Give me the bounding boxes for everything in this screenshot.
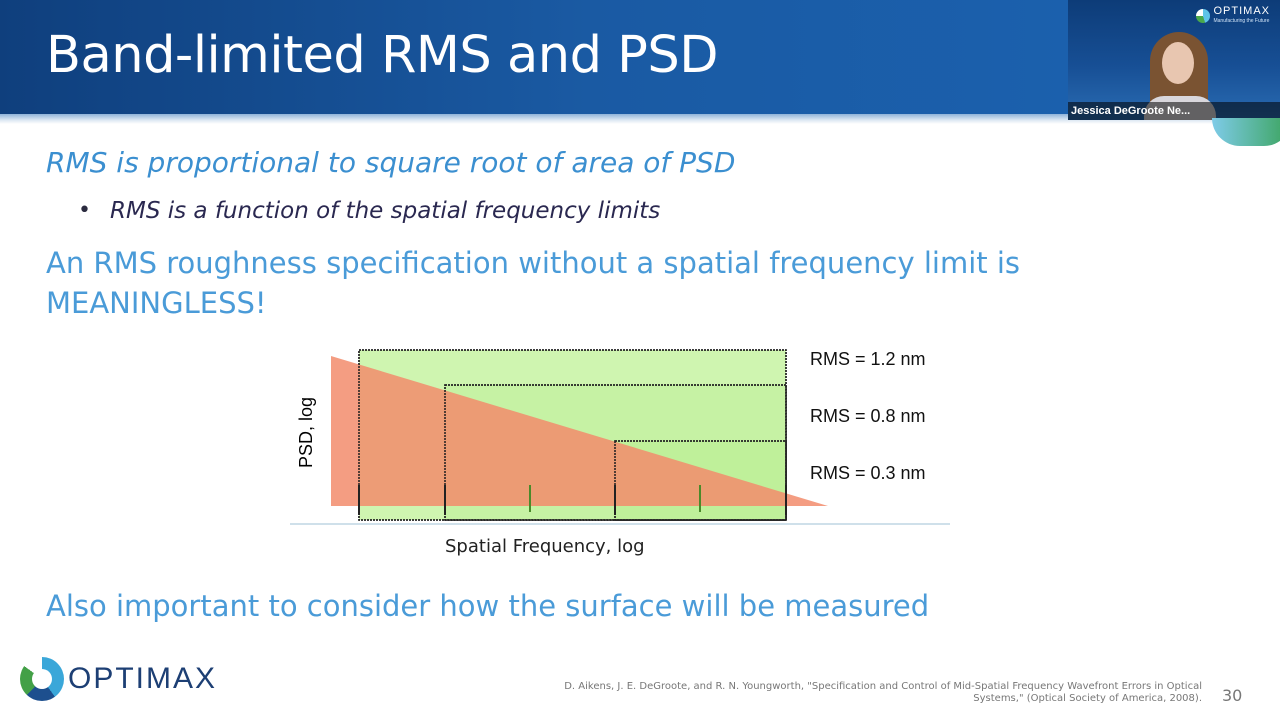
sub-bullet-marker: • bbox=[78, 198, 91, 223]
title-banner bbox=[0, 0, 1068, 114]
band-label-3: RMS = 0.3 nm bbox=[810, 463, 926, 483]
psd-band-chart bbox=[290, 340, 950, 526]
slide-title: Band-limited RMS and PSD bbox=[46, 26, 719, 85]
webcam-optimax-logo: OPTIMAX Manufacturing the Future bbox=[1196, 6, 1270, 26]
participant-name-label: Jessica DeGroote Ne... bbox=[1068, 102, 1280, 120]
optimax-logo-icon bbox=[1196, 9, 1211, 23]
band-label-2: RMS = 0.8 nm bbox=[810, 406, 926, 426]
footer-logo-text: OPTIMAX bbox=[68, 662, 218, 695]
webcam-video-tile[interactable]: OPTIMAX Manufacturing the Future Jessica… bbox=[1068, 0, 1280, 120]
bullet-measurement: Also important to consider how the surfa… bbox=[46, 589, 930, 623]
sub-bullet-rms-function: RMS is a function of the spatial frequen… bbox=[110, 198, 661, 224]
webcam-logo-text: OPTIMAX Manufacturing the Future bbox=[1213, 5, 1270, 25]
psd-triangle bbox=[331, 356, 828, 506]
bullet-meaningless: An RMS roughness specification without a… bbox=[46, 246, 1021, 320]
optimax-logo-icon bbox=[20, 657, 64, 701]
footer-optimax-logo: OPTIMAX bbox=[20, 657, 217, 701]
decorative-swoosh bbox=[1212, 118, 1280, 146]
y-axis-label: PSD, log bbox=[296, 396, 316, 468]
bullet-rms-proportional: RMS is proportional to square root of ar… bbox=[46, 146, 736, 179]
banner-divider bbox=[0, 114, 1280, 124]
band-outline-3 bbox=[614, 440, 787, 521]
citation: D. Aikens, J. E. DeGroote, and R. N. You… bbox=[564, 681, 1202, 704]
page-number: 30 bbox=[1222, 686, 1243, 705]
band-label-1: RMS = 1.2 nm bbox=[810, 349, 926, 369]
x-axis-label: Spatial Frequency, log bbox=[445, 536, 645, 557]
